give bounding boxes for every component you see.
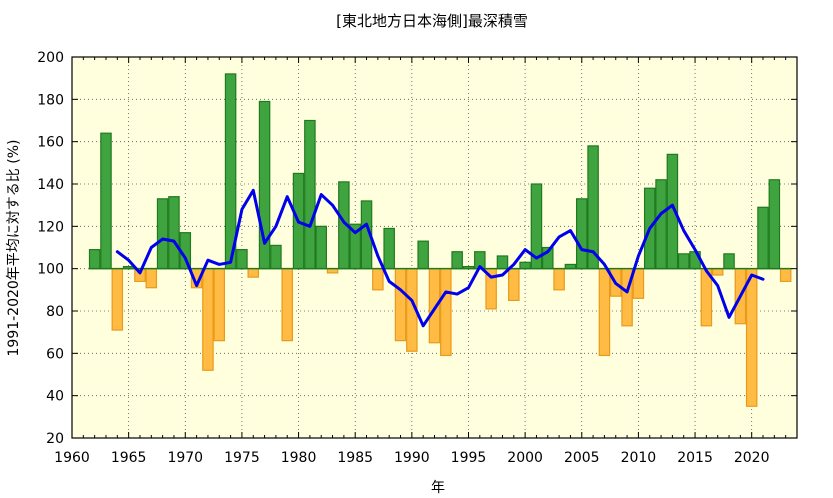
bar	[236, 249, 248, 270]
bar	[779, 268, 792, 282]
bar	[417, 240, 429, 270]
x-tick-label: 1975	[224, 450, 260, 466]
bar	[745, 268, 758, 407]
x-tick-label: 1980	[281, 450, 317, 466]
bar	[111, 268, 124, 331]
y-tick-label: 80	[46, 304, 64, 320]
bar	[156, 198, 169, 270]
x-tick-label: 2015	[677, 450, 713, 466]
bar	[394, 268, 407, 342]
bar	[145, 268, 158, 289]
x-tick-label: 2005	[564, 450, 600, 466]
y-tick-label: 40	[46, 389, 64, 405]
line-series-path	[115, 188, 765, 328]
bar	[213, 268, 226, 342]
y-tick-label: 180	[37, 92, 64, 108]
bar	[496, 255, 509, 270]
x-tick-label: 2010	[621, 450, 657, 466]
x-tick-label: 1995	[451, 450, 487, 466]
bar	[451, 251, 463, 270]
y-axis-ticks: 20 40 60 80 100 120 140 160 180 200	[37, 50, 797, 447]
bar	[576, 198, 588, 270]
y-tick-label: 140	[37, 177, 64, 193]
bar	[553, 268, 565, 291]
line-series	[115, 188, 765, 328]
bar	[757, 206, 769, 270]
bar	[281, 268, 293, 342]
bar	[372, 268, 384, 291]
bar	[315, 225, 327, 270]
y-tick-label: 120	[37, 219, 64, 235]
bar	[508, 268, 520, 302]
x-tick-label: 1990	[394, 450, 430, 466]
x-tick-label: 1965	[111, 450, 147, 466]
bar	[304, 119, 316, 270]
bar	[88, 249, 101, 270]
bar	[100, 132, 112, 270]
x-tick-label: 1985	[337, 450, 373, 466]
bar	[655, 179, 667, 270]
bar	[519, 261, 531, 270]
x-axis-ticks: 1960 1965 1970 1975 1980 1985 1990 1995 2000 2005…	[54, 57, 787, 466]
y-tick-label: 160	[37, 135, 64, 151]
bar	[247, 268, 260, 278]
y-tick-label: 60	[46, 346, 64, 362]
bar	[723, 253, 735, 270]
bar	[768, 179, 781, 270]
chart-title: [東北地方日本海側]最深積雪	[336, 12, 528, 30]
x-tick-label: 2020	[734, 450, 770, 466]
y-tick-label: 200	[37, 50, 64, 66]
bar	[168, 196, 180, 270]
x-tick-label: 1960	[54, 450, 90, 466]
y-tick-label: 20	[46, 431, 64, 447]
x-axis-label: 年	[431, 480, 445, 496]
bar	[270, 244, 282, 270]
x-tick-label: 2000	[507, 450, 543, 466]
bar	[202, 268, 214, 371]
bar	[440, 268, 452, 357]
bar	[677, 253, 690, 270]
x-tick-label: 1970	[167, 450, 203, 466]
y-tick-label: 100	[37, 262, 64, 278]
bar	[711, 268, 724, 276]
bar	[598, 268, 611, 357]
bar	[632, 268, 645, 299]
bar	[383, 227, 395, 270]
y-axis-label: 1991-2020年平均に対する比 (%)	[6, 140, 22, 357]
